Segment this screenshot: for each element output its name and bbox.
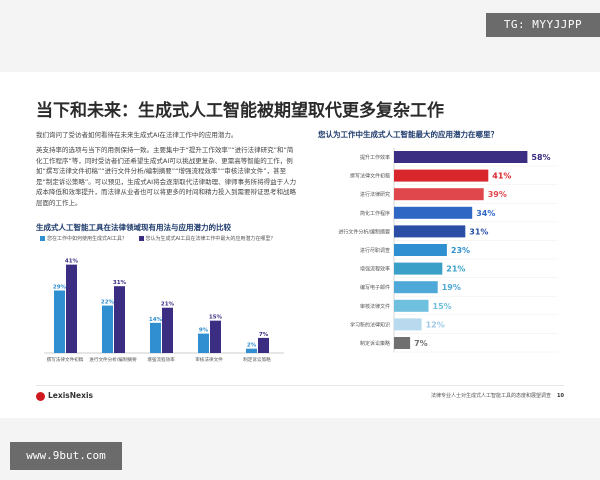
page-title: 当下和未来：生成式人工智能被期望取代更多复杂工作 [36,101,444,121]
left-bar-label: 22% [101,300,115,306]
right-bar-label: 19% [442,283,461,292]
right-bar-label: 39% [488,190,507,199]
logo-icon [36,391,45,401]
logo: LexisNexis [36,391,93,401]
right-category-label: 简化工作程序 [360,210,390,217]
legend-item-current: 您在工作中如何使用生成式AI工具？ [40,236,127,242]
left-bar-label: 14% [149,317,163,323]
left-bar-label: 2% [247,343,257,349]
left-bar-label: 29% [53,284,67,290]
right-category-label: 增强流程效率 [360,266,390,273]
right-category-label: 进行法律研究 [360,191,390,198]
right-bar-label: 41% [492,172,511,181]
legend-swatch-potential [138,236,144,241]
right-bar-chart: 提升工作效率 58% 撰写法律文件初稿 41% 进行法律研究 39% 简化工作程序 34% 进行… [338,148,558,353]
right-bar-label: 58% [531,153,550,162]
left-bar [162,307,173,353]
left-chart-legend: 您在工作中如何使用生成式AI工具？ 您认为生成式AI工具在法律工作中最大的应用潜… [40,235,285,242]
right-bar [394,225,466,238]
footer-divider [36,385,564,386]
left-bar [258,337,269,353]
right-bar-label: 15% [433,302,452,311]
right-category-label: 撰写法律文件初稿 [350,173,390,180]
right-category-label: 进行尽职调查 [360,247,390,254]
right-category-label: 提升工作效率 [360,154,390,161]
legend-label-current: 您在工作中如何使用生成式AI工具？ [47,236,127,242]
left-bar-label: 21% [161,302,175,308]
watermark-top: TG: MYYJJPP [486,13,600,37]
right-category-label: 制定诉讼策略 [360,340,390,347]
right-bar-label: 12% [426,320,445,329]
right-bar [394,206,473,219]
right-bar [394,188,484,201]
legend-label-potential: 您认为生成式AI工具在法律工作中最大的应用潜力在哪里？ [145,236,276,242]
right-bar-label: 7% [414,339,428,348]
left-bar [246,348,257,353]
page-number: 10 [557,393,564,399]
left-category-label: 撰写法律文件初稿 [47,356,84,363]
footer: 法律专业人士对生成式人工智能工具的态度和展望调查 10 [431,392,564,399]
left-bar-label: 7% [259,332,269,338]
right-bar-label: 23% [451,246,470,255]
left-bar-chart: 29% 41% 撰写法律文件初稿 22% 31% 进行文件分析/编制摘要 14% 21% 增强流… [44,259,284,363]
left-category-label: 审核法律文件 [195,356,223,363]
right-chart-title: 您认为工作中生成式人工智能最大的应用潜力在哪里？ [318,130,498,139]
right-category-label: 进行文件分析/编制摘要 [338,228,390,235]
legend-item-potential: 您认为生成式AI工具在法律工作中最大的应用潜力在哪里？ [138,236,276,242]
intro-text: 我们询问了受访者如何看待在未来生成式AI在法律工作中的应用潜力。 [36,131,238,139]
right-bar [394,281,438,294]
right-bar [394,318,422,331]
right-category-label: 学习新的法律知识 [350,321,390,328]
right-bar [394,151,528,163]
left-bar [66,264,77,353]
left-bar [114,286,125,353]
right-bar [394,169,489,182]
left-chart-title: 生成式人工智能工具在法律领域现有用法与应用潜力的比较 [36,223,231,232]
logo-text: LexisNexis [48,391,93,400]
right-bar-label: 34% [476,209,495,218]
right-bar-label: 21% [446,265,465,274]
left-bar-label: 15% [209,315,223,321]
left-bar [102,305,113,353]
left-category-label: 增强流程效率 [147,356,175,363]
left-category-label: 制定诉讼策略 [243,356,271,363]
left-category-label: 进行文件分析/编制摘要 [89,356,137,363]
right-bar-label: 31% [469,227,488,236]
left-bar [54,290,65,353]
right-bar [394,262,443,275]
right-bar [394,299,429,312]
left-bar [198,333,209,353]
legend-swatch-current [40,236,45,241]
footer-text: 法律专业人士对生成式人工智能工具的态度和展望调查 [431,393,552,399]
left-bar-label: 9% [199,328,209,334]
left-bar [210,320,221,353]
right-category-label: 编写电子邮件 [360,284,390,291]
watermark-bottom: www.9but.com [10,442,122,470]
left-bar-label: 31% [113,280,127,286]
right-category-label: 审核法律文件 [360,303,390,310]
body-text: 英支持率的选项与当下的用例保持一致。主要集中于“提升工作效率”“进行法律研究”和… [36,146,297,207]
left-bar-label: 41% [65,259,79,265]
right-bar [394,244,447,256]
left-bar [150,322,161,353]
right-bar [394,337,411,349]
